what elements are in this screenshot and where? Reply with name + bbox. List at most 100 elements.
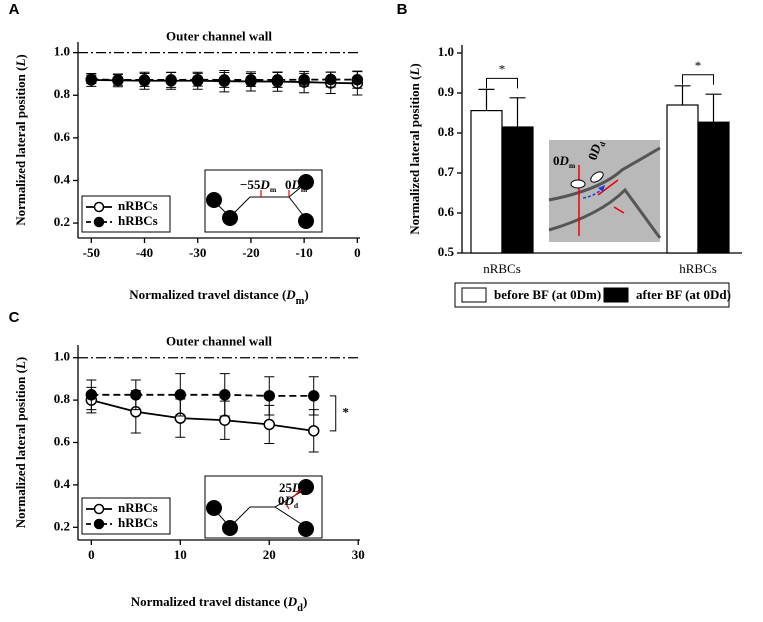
y-tick-label: 0.6 bbox=[54, 129, 71, 144]
marker bbox=[307, 425, 320, 437]
series-line bbox=[91, 393, 314, 397]
x-tick-label: 0 bbox=[88, 547, 95, 562]
y-axis-label-part: Normalized lateral position ( bbox=[13, 67, 28, 226]
inset-label: 0Dm bbox=[553, 153, 576, 170]
x-axis-label-part: d bbox=[297, 603, 303, 614]
x-tick-label: nRBCs bbox=[483, 261, 521, 276]
legend-label: nRBCs bbox=[118, 198, 158, 213]
reference-label: Outer channel wall bbox=[166, 334, 272, 349]
legend-marker bbox=[93, 216, 105, 228]
legend-swatch bbox=[603, 287, 629, 303]
inset-label-part: 0 bbox=[278, 493, 285, 508]
y-tick-label: 1.0 bbox=[54, 44, 70, 59]
y-tick-label: 0.6 bbox=[54, 433, 71, 448]
inset-label-part: D bbox=[559, 153, 570, 168]
legend-label: before BF (at 0Dm) bbox=[494, 287, 601, 302]
x-axis-label: Normalized travel distance (Dm) bbox=[129, 287, 309, 307]
x-tick-label: -40 bbox=[136, 245, 153, 260]
significance-bracket bbox=[486, 77, 518, 89]
marker bbox=[218, 74, 231, 86]
y-axis-label: Normalized lateral position (L) bbox=[13, 54, 28, 226]
y-axis-label-part: L bbox=[13, 59, 28, 68]
x-tick-label: 0 bbox=[354, 245, 361, 260]
inset-label-part: D bbox=[259, 177, 270, 192]
marker bbox=[165, 74, 177, 86]
marker bbox=[138, 74, 151, 86]
x-tick-label: 20 bbox=[263, 547, 276, 562]
inset-label-part: m bbox=[270, 185, 277, 194]
marker bbox=[191, 73, 204, 86]
x-axis-label-part: ) bbox=[304, 287, 308, 302]
y-axis-label-part: Normalized lateral position ( bbox=[407, 76, 422, 235]
marker bbox=[130, 389, 142, 401]
panel-letter: B bbox=[397, 1, 408, 18]
marker bbox=[85, 389, 98, 401]
legend-label: hRBCs bbox=[118, 515, 158, 530]
error-bar bbox=[478, 88, 495, 111]
significance-label: * bbox=[499, 61, 506, 76]
y-tick-label: 0.2 bbox=[54, 214, 70, 229]
inset-label: 0Dm bbox=[285, 177, 308, 194]
y-axis-label-part: L bbox=[13, 361, 28, 370]
y-axis-label-part: ) bbox=[13, 357, 28, 361]
inset-label-part: D bbox=[291, 177, 302, 192]
marker bbox=[263, 390, 276, 402]
significance-label: * bbox=[342, 404, 349, 419]
bar bbox=[697, 121, 730, 254]
legend-label: nRBCs bbox=[118, 500, 158, 515]
error-bar bbox=[509, 97, 526, 127]
inset-label-part: 0 bbox=[553, 153, 560, 168]
y-tick-label: 0.8 bbox=[54, 86, 71, 101]
inset-label-part: D bbox=[291, 480, 302, 495]
y-tick-label: 0.5 bbox=[438, 244, 455, 259]
y-axis-label-part: ) bbox=[13, 54, 28, 58]
error-bar bbox=[705, 93, 722, 123]
inset-label-part: D bbox=[284, 493, 295, 508]
marker bbox=[271, 74, 284, 86]
inset-label-part: 0 bbox=[285, 177, 292, 192]
x-axis-label: Normalized travel distance (Dd) bbox=[131, 594, 308, 614]
significance-bracket bbox=[682, 74, 714, 85]
x-tick-label: -10 bbox=[295, 245, 312, 260]
legend-marker bbox=[93, 503, 105, 515]
x-tick-label: -20 bbox=[242, 245, 259, 260]
inset-label: 0Dd bbox=[278, 493, 299, 510]
inset-label: −55Dm bbox=[240, 177, 277, 194]
y-tick-label: 0.4 bbox=[54, 476, 71, 491]
inset-label-part: d bbox=[294, 501, 299, 510]
y-axis-label: Normalized lateral position (L) bbox=[13, 357, 28, 529]
inset-label-part: −55 bbox=[240, 177, 261, 192]
bar bbox=[501, 126, 534, 254]
legend-box bbox=[454, 282, 730, 308]
y-tick-label: 0.2 bbox=[54, 518, 70, 533]
legend-swatch bbox=[461, 287, 487, 303]
x-axis-label-part: Normalized travel distance ( bbox=[131, 594, 288, 609]
inset-label-part: d bbox=[598, 140, 608, 148]
legend-label: after BF (at 0Dd) bbox=[636, 287, 731, 302]
y-tick-label: 1.0 bbox=[54, 349, 70, 364]
channel-inset bbox=[204, 475, 323, 539]
significance-label: * bbox=[695, 58, 702, 73]
marker bbox=[219, 389, 231, 401]
x-tick-label: 10 bbox=[174, 547, 187, 562]
significance-bracket bbox=[329, 395, 337, 432]
reference-label: Outer channel wall bbox=[166, 29, 272, 44]
marker bbox=[263, 418, 276, 431]
y-axis-label: Normalized lateral position (L) bbox=[407, 63, 422, 235]
legend-label: hRBCs bbox=[118, 213, 158, 228]
y-tick-label: 1.0 bbox=[438, 44, 454, 59]
y-tick-label: 0.4 bbox=[54, 171, 71, 186]
inset-label-part: 25 bbox=[279, 480, 293, 495]
x-axis-label-part: m bbox=[296, 296, 305, 307]
marker bbox=[85, 73, 98, 86]
x-axis-label-part: D bbox=[285, 287, 296, 302]
x-tick-label: hRBCs bbox=[679, 261, 717, 276]
inset-label: 25Dd bbox=[279, 480, 306, 497]
error-bar bbox=[674, 85, 691, 105]
bar bbox=[470, 109, 503, 254]
x-tick-label: -30 bbox=[189, 245, 206, 260]
y-tick-label: 0.6 bbox=[438, 204, 455, 219]
channel-inset bbox=[204, 169, 323, 233]
y-axis-label-part: ) bbox=[407, 63, 422, 67]
